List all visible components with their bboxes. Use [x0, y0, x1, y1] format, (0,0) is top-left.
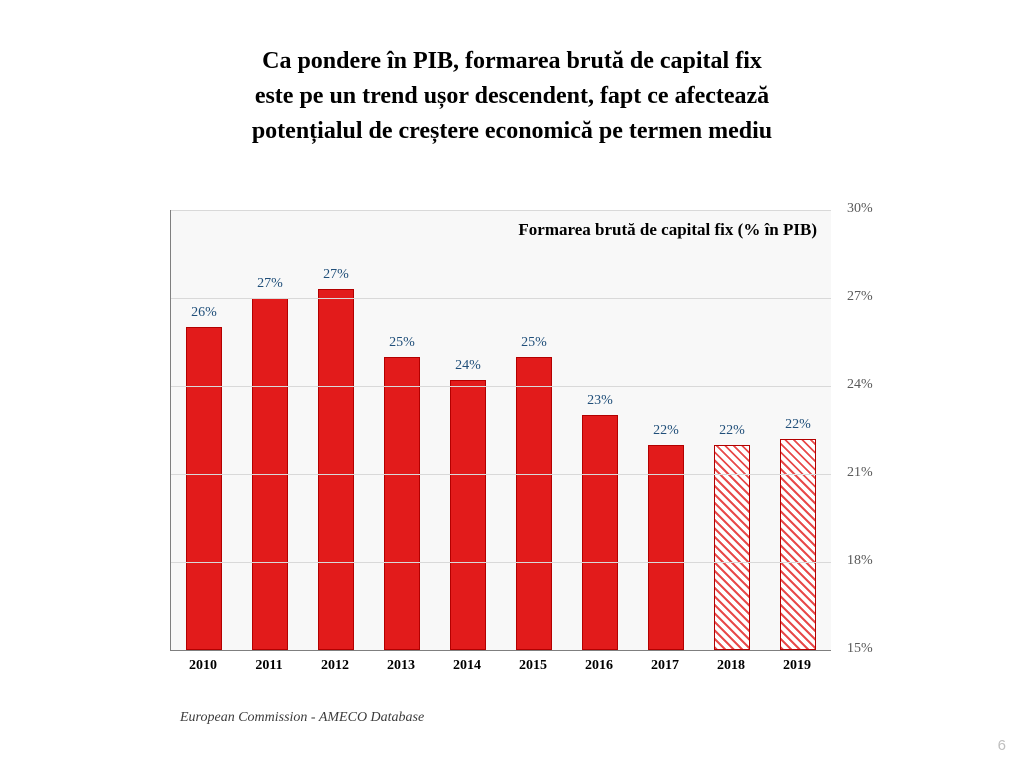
y-tick-label: 27%	[847, 289, 873, 305]
bar	[450, 380, 486, 650]
title-line-2: este pe un trend ușor descendent, fapt c…	[255, 83, 769, 109]
bar-value-label: 22%	[653, 423, 679, 439]
y-tick-label: 15%	[847, 641, 873, 657]
x-tick-label: 2019	[783, 658, 811, 674]
bar	[186, 327, 222, 650]
bar	[582, 415, 618, 650]
bar	[648, 445, 684, 650]
gridline	[171, 298, 831, 299]
gridline	[171, 562, 831, 563]
bar	[714, 445, 750, 650]
bar-chart: Formarea brută de capital fix (% în PIB)…	[170, 210, 870, 680]
page-number: 6	[998, 737, 1006, 754]
y-tick-label: 24%	[847, 377, 873, 393]
y-tick-label: 21%	[847, 465, 873, 481]
title-line-1: Ca pondere în PIB, formarea brută de cap…	[262, 48, 762, 74]
bar	[318, 289, 354, 650]
slide-title: Ca pondere în PIB, formarea brută de cap…	[120, 44, 904, 148]
x-axis: 2010 2011 2012 2013 2014 2015 2016 2017 2018 2019	[170, 658, 830, 682]
bar-value-label: 26%	[191, 305, 217, 321]
bar-value-label: 22%	[719, 423, 745, 439]
x-tick-label: 2017	[651, 658, 679, 674]
bar-value-label: 23%	[587, 393, 613, 409]
bar-value-label: 25%	[521, 335, 547, 351]
slide: Ca pondere în PIB, formarea brută de cap…	[0, 0, 1024, 768]
x-tick-label: 2011	[255, 658, 282, 674]
bar-value-label: 22%	[785, 417, 811, 433]
x-tick-label: 2013	[387, 658, 415, 674]
x-tick-label: 2012	[321, 658, 349, 674]
title-line-3: potențialul de creștere economică pe ter…	[252, 118, 772, 144]
bar-value-label: 24%	[455, 358, 481, 374]
x-tick-label: 2010	[189, 658, 217, 674]
y-tick-label: 30%	[847, 201, 873, 217]
y-tick-label: 18%	[847, 553, 873, 569]
bar-value-label: 27%	[323, 267, 349, 283]
bar-value-label: 27%	[257, 276, 283, 292]
x-tick-label: 2016	[585, 658, 613, 674]
plot-area: Formarea brută de capital fix (% în PIB)…	[170, 210, 831, 651]
bar	[384, 357, 420, 650]
x-tick-label: 2018	[717, 658, 745, 674]
gridline	[171, 386, 831, 387]
x-tick-label: 2014	[453, 658, 481, 674]
x-tick-label: 2015	[519, 658, 547, 674]
bar	[516, 357, 552, 650]
bars-container: 26% 27% 27% 25% 24% 25% 23% 22% 22% 22%	[171, 210, 831, 650]
gridline	[171, 210, 831, 211]
gridline	[171, 474, 831, 475]
source-citation: European Commission - AMECO Database	[180, 710, 424, 726]
bar	[780, 439, 816, 650]
bar-value-label: 25%	[389, 335, 415, 351]
